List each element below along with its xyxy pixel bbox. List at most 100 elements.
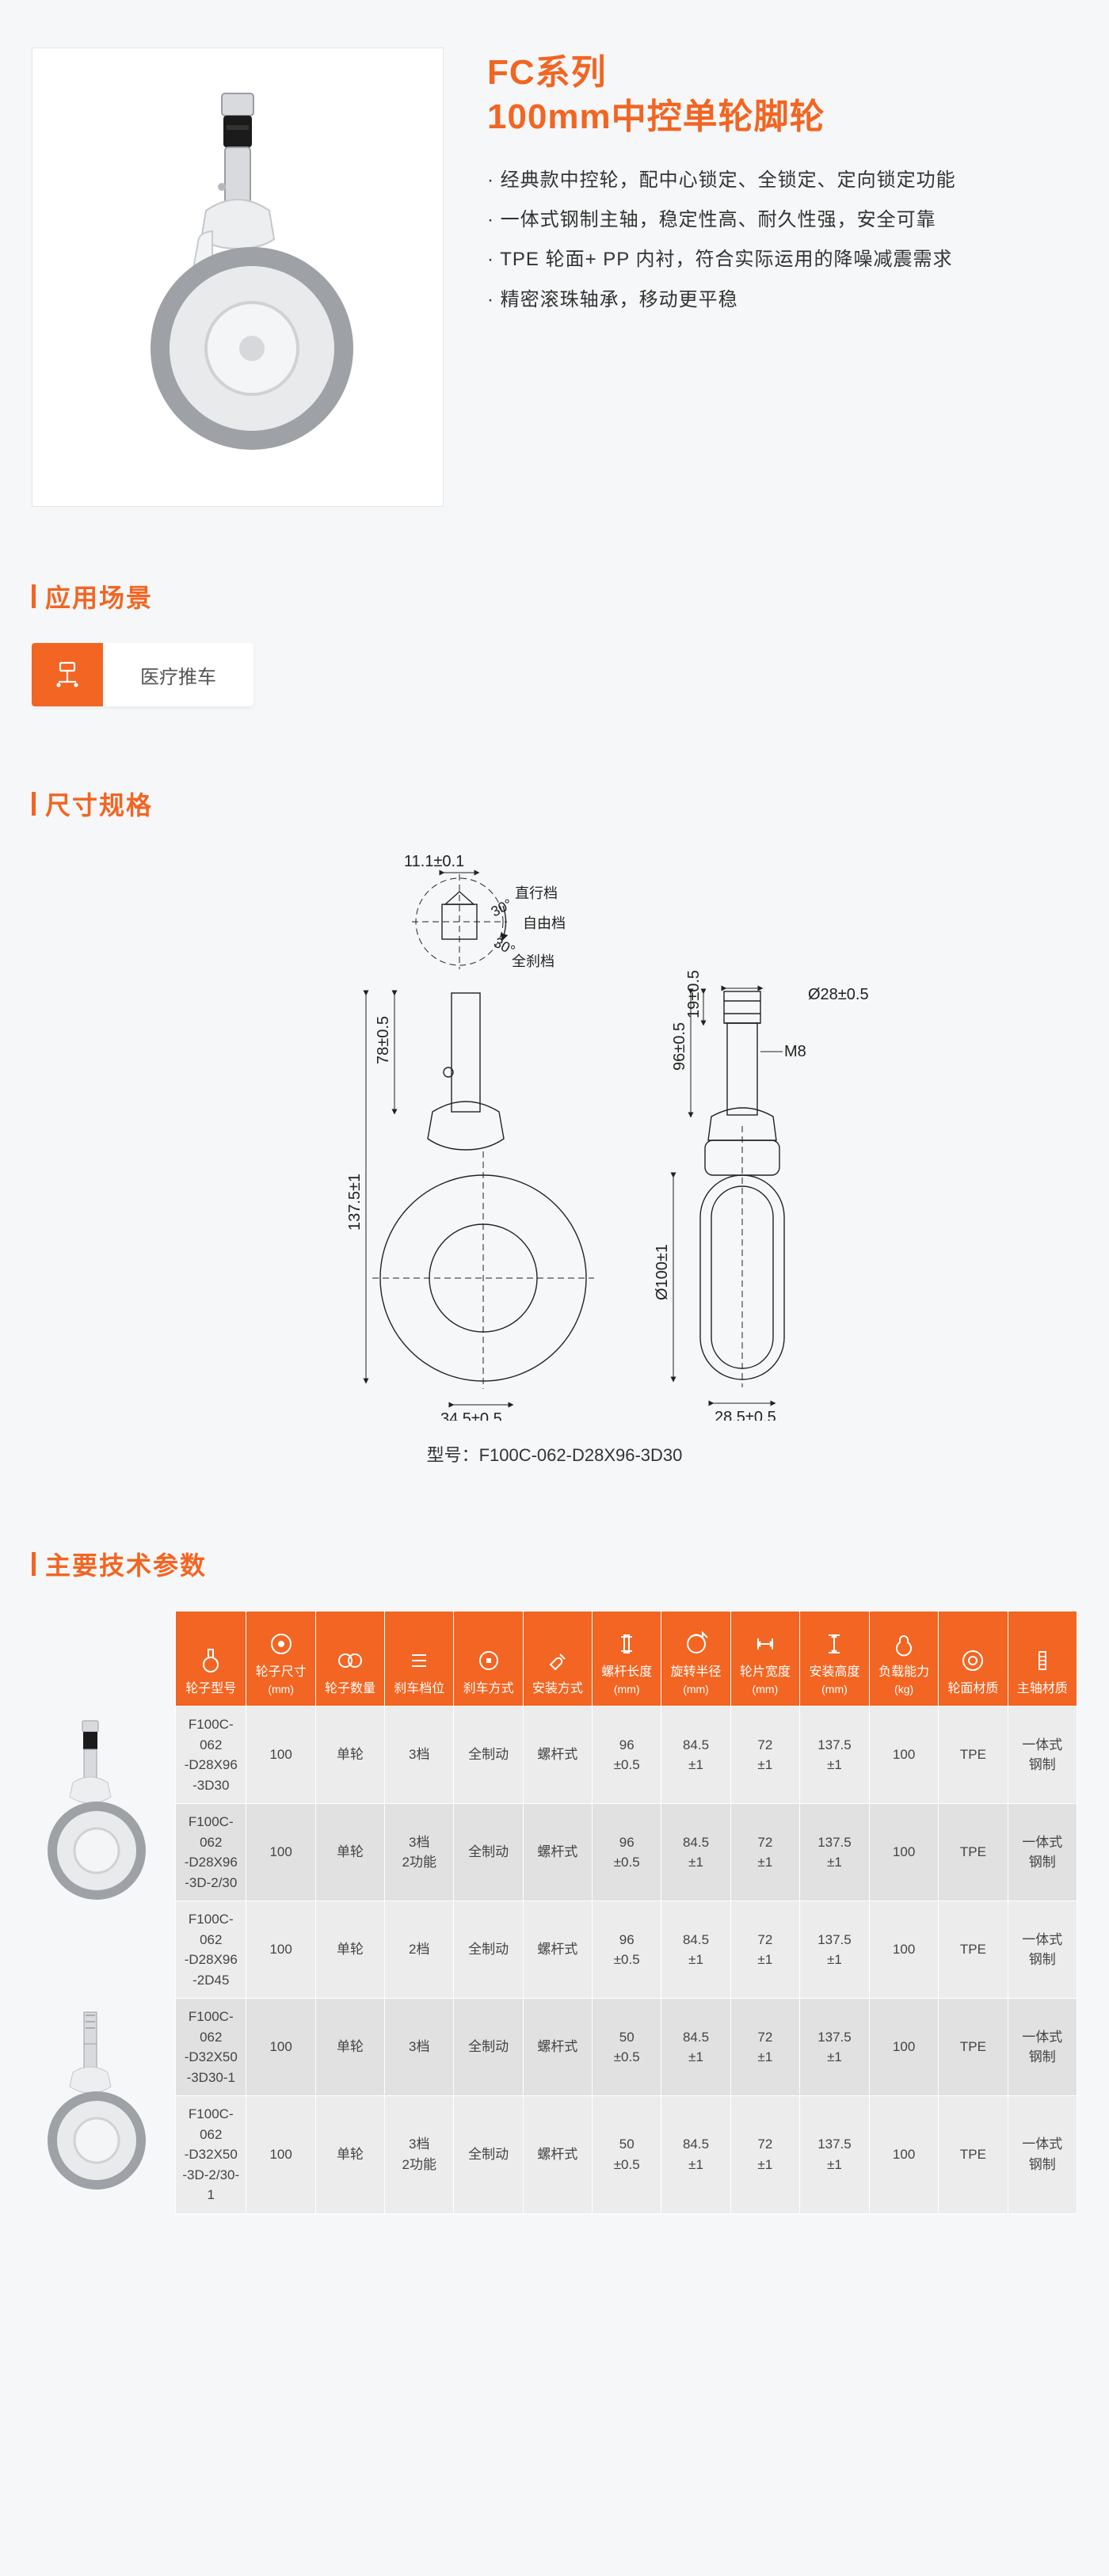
product-header: FC系列 100mm中控单轮脚轮 · 经典款中控轮，配中心锁定、全锁定、定向锁定… <box>32 48 1077 507</box>
col-header: 旋转半径(mm) <box>661 1611 730 1707</box>
spec-table: 轮子型号轮子尺寸(mm)轮子数量刹车档位刹车方式安装方式螺杆长度(mm)旋转半径… <box>175 1611 1077 2214</box>
app-label: 医疗推车 <box>103 643 253 706</box>
table-cell: 100 <box>869 1999 938 2096</box>
table-header-row: 轮子型号轮子尺寸(mm)轮子数量刹车档位刹车方式安装方式螺杆长度(mm)旋转半径… <box>176 1611 1077 1707</box>
header-label: 螺杆长度 <box>596 1665 657 1681</box>
table-cell: 单轮 <box>315 1901 384 1999</box>
col-header: 刹车方式 <box>454 1611 523 1707</box>
table-cell: 96±0.5 <box>593 1707 661 1804</box>
dim-gear-straight: 直行档 <box>515 885 558 901</box>
table-cell: TPE <box>939 1999 1008 2096</box>
table-cell: 一体式钢制 <box>1008 2096 1077 2214</box>
product-caster-icon <box>103 87 372 467</box>
header-icon <box>388 1645 450 1676</box>
header-label: 安装高度 <box>803 1665 866 1681</box>
dim-total-h: 137.5±1 <box>346 1174 364 1231</box>
table-cell: 螺杆式 <box>523 1901 592 1999</box>
table-cell: 84.5±1 <box>661 1999 730 2096</box>
header-icon <box>179 1645 242 1676</box>
header-unit: (mm) <box>665 1681 726 1698</box>
header-label: 旋转半径 <box>665 1665 726 1681</box>
dim-stem-dia: Ø28±0.5 <box>808 986 869 1003</box>
table-body: F100C-062-D28X96-3D30100单轮3档全制动螺杆式96±0.5… <box>176 1707 1077 2214</box>
table-cell: 螺杆式 <box>523 1707 592 1804</box>
dimension-drawing: .ln{stroke:#222;stroke-width:1.4;fill:no… <box>32 850 1077 1421</box>
dim-tread: 28.5±0.5 <box>715 1409 776 1421</box>
table-cell: 一体式钢制 <box>1008 1804 1077 1901</box>
table-cell: 96±0.5 <box>593 1804 661 1901</box>
table-cell: F100C-062-D28X96-3D30 <box>176 1707 246 1804</box>
header-icon <box>1012 1645 1073 1676</box>
header-unit: (mm) <box>734 1681 796 1698</box>
table-cell: 100 <box>869 1804 938 1901</box>
col-header: 安装高度(mm) <box>799 1611 869 1707</box>
header-label: 轮面材质 <box>942 1681 1004 1698</box>
dim-offset: 34.5±0.5 <box>440 1410 502 1421</box>
spec-table-row: 轮子型号轮子尺寸(mm)轮子数量刹车档位刹车方式安装方式螺杆长度(mm)旋转半径… <box>32 1611 1077 2297</box>
table-cell: 84.5±1 <box>661 1707 730 1804</box>
feature-item: · TPE 轮面+ PP 内衬，符合实际运用的降噪减震需求 <box>487 240 1077 280</box>
header-icon <box>942 1645 1004 1676</box>
col-header: 轮面材质 <box>939 1611 1008 1707</box>
table-cell: 3档2功能 <box>385 1804 454 1901</box>
table-cell: 一体式钢制 <box>1008 1707 1077 1804</box>
table-cell: 137.5±1 <box>799 1707 869 1804</box>
table-cell: 72±1 <box>730 2096 799 2214</box>
header-icon <box>873 1628 935 1660</box>
table-cell: TPE <box>939 2096 1008 2214</box>
header-label: 轮片宽度 <box>734 1665 796 1681</box>
dim-right-h: 96±0.5 <box>671 1022 688 1071</box>
col-header: 轮子数量 <box>315 1611 384 1707</box>
feature-item: · 精密滚珠轴承，移动更平稳 <box>487 280 1077 320</box>
table-cell: 137.5±1 <box>799 1804 869 1901</box>
col-header: 主轴材质 <box>1008 1611 1077 1707</box>
col-header: 螺杆长度(mm) <box>593 1611 661 1707</box>
title-line1: FC系列 <box>487 51 1077 95</box>
header-label: 负载能力 <box>873 1665 935 1681</box>
table-cell: 单轮 <box>315 1804 384 1901</box>
dim-gear-free: 自由档 <box>523 915 566 931</box>
col-header: 轮子型号 <box>176 1611 246 1707</box>
header-label: 轮子尺寸 <box>250 1665 311 1681</box>
table-cell: 全制动 <box>454 1707 523 1804</box>
table-cell: 单轮 <box>315 1707 384 1804</box>
table-cell: 96±0.5 <box>593 1901 661 1999</box>
dim-pin-h: 19±0.5 <box>685 970 703 1018</box>
table-row: F100C-062-D32X50-3D-2/30-1100单轮3档2功能全制动螺… <box>176 2096 1077 2214</box>
dim-top: 11.1±0.1 <box>404 853 464 870</box>
table-cell: TPE <box>939 1804 1008 1901</box>
app-card: 医疗推车 <box>32 643 253 706</box>
table-cell: 螺杆式 <box>523 1999 592 2096</box>
table-cell: 100 <box>246 1901 315 1999</box>
table-cell: F100C-062-D28X96-3D-2/30 <box>176 1804 246 1901</box>
table-cell: 137.5±1 <box>799 1999 869 2096</box>
table-cell: 2档 <box>385 1901 454 1999</box>
dimension-model-label: 型号：F100C-062-D28X96-3D30 <box>32 1441 1077 1467</box>
table-cell: F100C-062-D28X96-2D45 <box>176 1901 246 1999</box>
header-icon <box>319 1645 381 1676</box>
header-label: 轮子型号 <box>179 1681 242 1698</box>
dim-left-h: 78±0.5 <box>375 1016 392 1064</box>
page: FC系列 100mm中控单轮脚轮 · 经典款中控轮，配中心锁定、全锁定、定向锁定… <box>0 0 1109 2392</box>
table-cell: TPE <box>939 1707 1008 1804</box>
title-line2: 100mm中控单轮脚轮 <box>487 95 1077 139</box>
table-cell: 137.5±1 <box>799 2096 869 2214</box>
header-label: 主轴材质 <box>1012 1681 1073 1698</box>
table-row: F100C-062-D28X96-2D45100单轮2档全制动螺杆式96±0.5… <box>176 1901 1077 1999</box>
table-side-images <box>32 1611 159 2297</box>
header-unit: (mm) <box>250 1681 311 1698</box>
feature-list: · 经典款中控轮，配中心锁定、全锁定、定向锁定功能 · 一体式钢制主轴，稳定性高… <box>487 161 1077 321</box>
header-label: 刹车方式 <box>457 1681 519 1698</box>
col-header: 负载能力(kg) <box>869 1611 938 1707</box>
side-caster-icon <box>32 1718 149 1904</box>
table-cell: 84.5±1 <box>661 1804 730 1901</box>
table-cell: 100 <box>869 2096 938 2214</box>
col-header: 安装方式 <box>523 1611 592 1707</box>
col-header: 刹车档位 <box>385 1611 454 1707</box>
table-cell: 50±0.5 <box>593 2096 661 2214</box>
table-row: F100C-062-D28X96-3D30100单轮3档全制动螺杆式96±0.5… <box>176 1707 1077 1804</box>
table-head: 轮子型号轮子尺寸(mm)轮子数量刹车档位刹车方式安装方式螺杆长度(mm)旋转半径… <box>176 1611 1077 1707</box>
table-cell: 84.5±1 <box>661 2096 730 2214</box>
table-cell: 50±0.5 <box>593 1999 661 2096</box>
table-cell: 全制动 <box>454 1804 523 1901</box>
